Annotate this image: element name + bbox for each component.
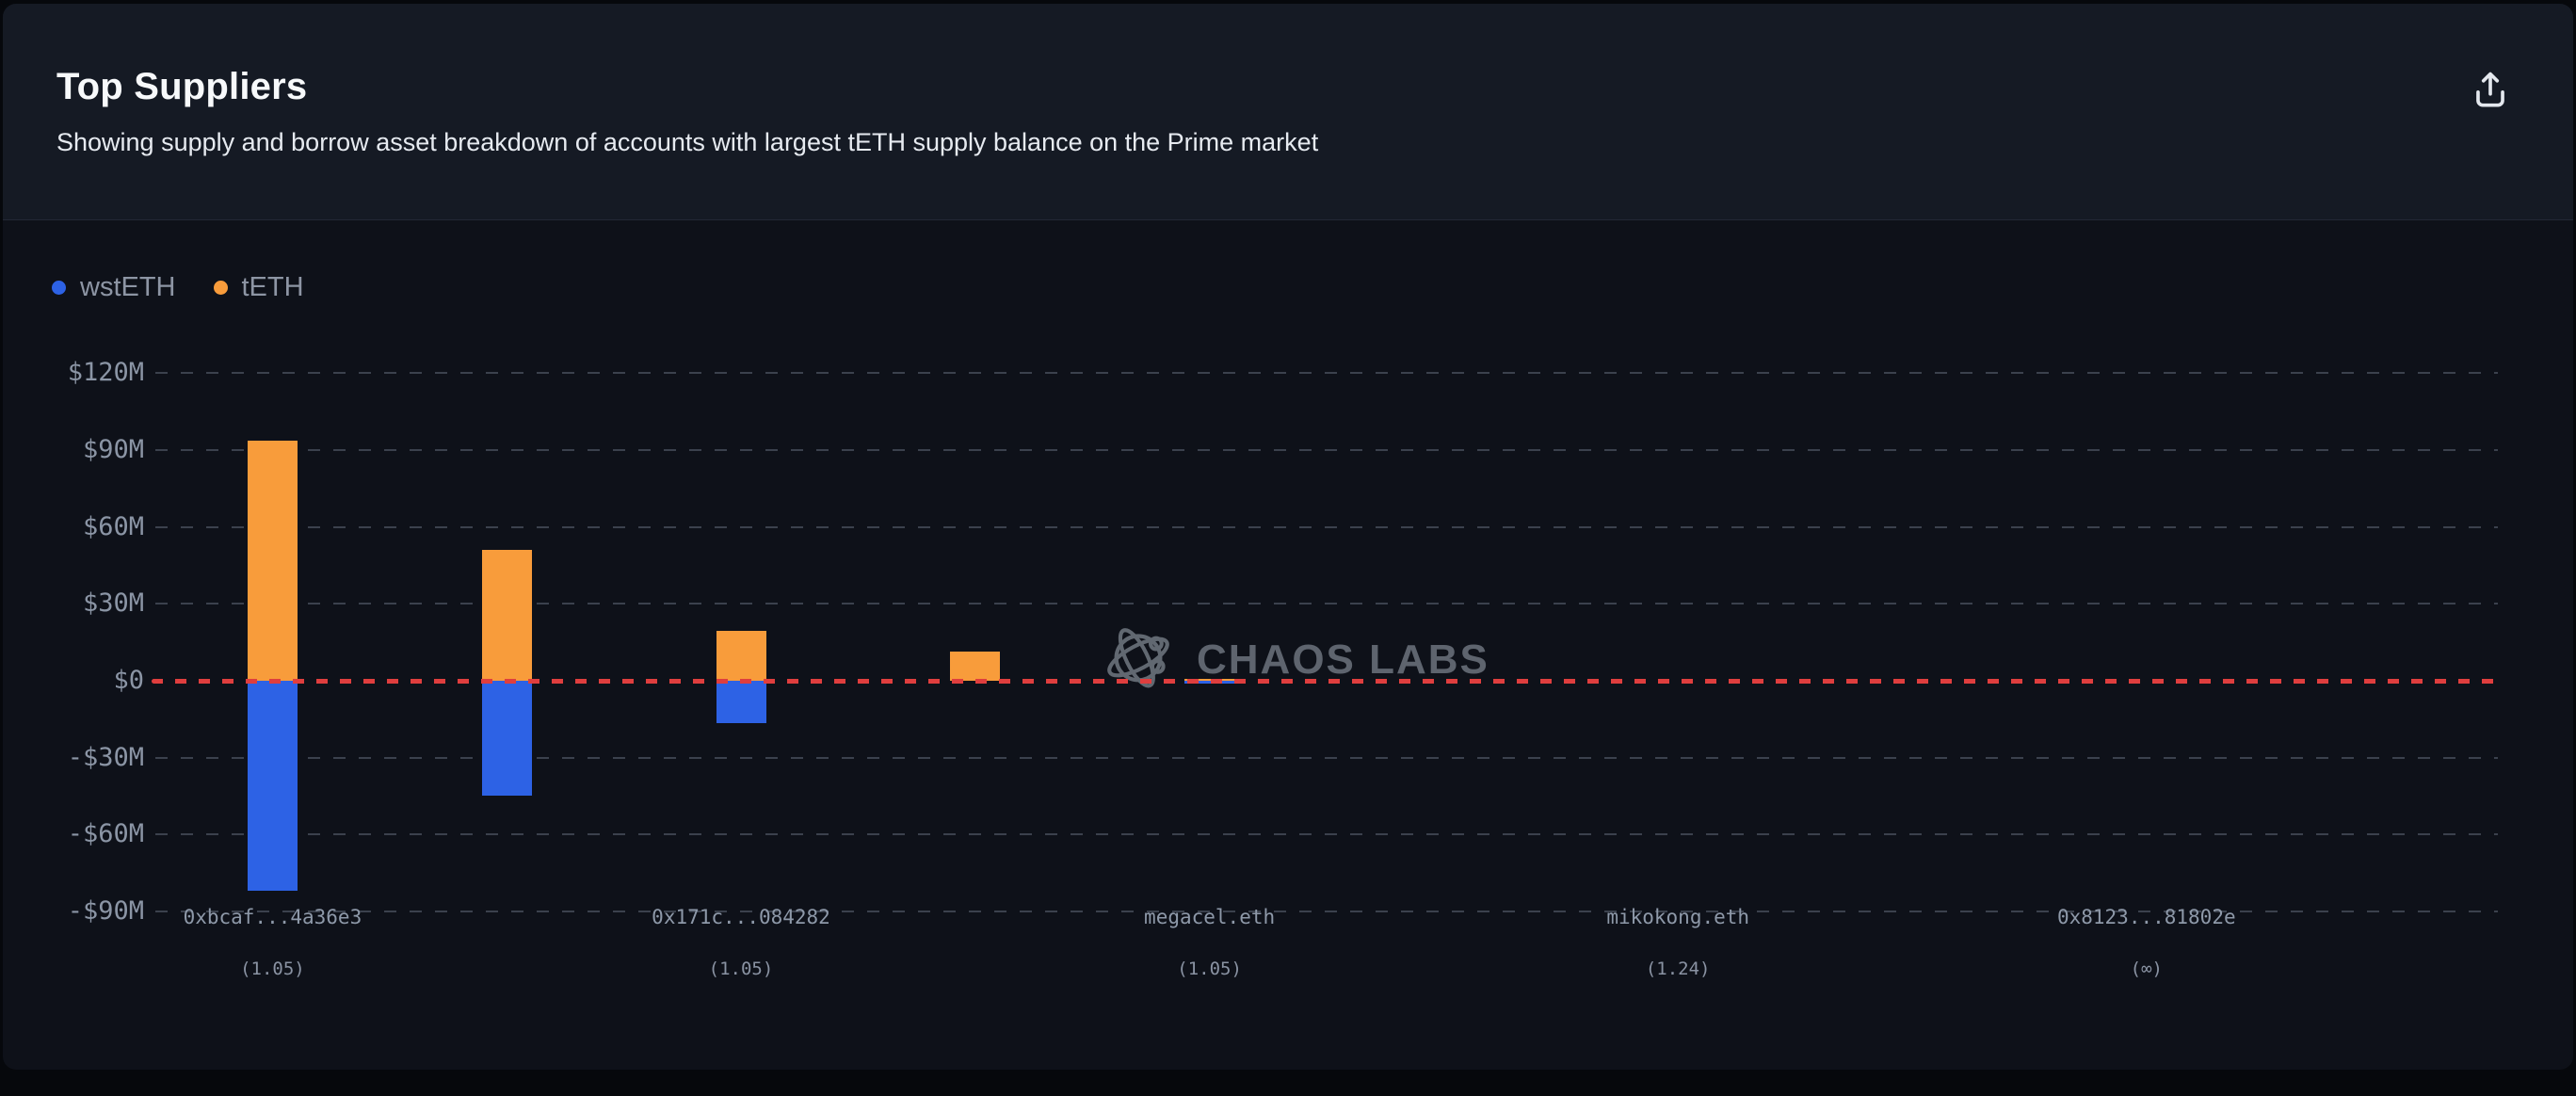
y-tick-label: -$90M xyxy=(67,896,144,927)
gridline--$30M xyxy=(155,756,2498,759)
y-tick-label: $0 xyxy=(113,666,144,695)
x-category-health: (1.05) xyxy=(708,959,774,979)
card-header: Top Suppliers Showing supply and borrow … xyxy=(3,4,2573,220)
x-category-health: (1.05) xyxy=(1177,959,1242,979)
x-category-label: 0xbcaf...4a36e3 xyxy=(183,906,362,928)
legend-label: tETH xyxy=(241,271,304,302)
legend-dot-icon xyxy=(52,280,66,295)
y-tick-label: -$30M xyxy=(67,742,144,772)
share-export-icon xyxy=(2469,68,2512,114)
x-category-label: 0x8123...81802e xyxy=(2056,906,2236,928)
legend-item-wstETH[interactable]: wstETH xyxy=(52,272,176,303)
legend-label: wstETH xyxy=(80,271,176,302)
gridline-$30M xyxy=(155,603,2498,605)
legend-dot-icon xyxy=(213,280,228,295)
chart-plot-area: $120M $90M $60M $30M $0 -$30M -$60M -$90M 0xbcaf… xyxy=(3,219,2573,1070)
y-tick-label: $60M xyxy=(82,511,144,541)
gridline--$90M xyxy=(155,911,2498,913)
y-tick-label: $90M xyxy=(82,434,144,464)
gridline-$90M xyxy=(155,448,2498,451)
y-tick-label: -$60M xyxy=(67,819,144,849)
bar-wstETH-2[interactable] xyxy=(716,681,766,723)
bar-wstETH-0[interactable] xyxy=(247,681,298,891)
bar-tETH-3[interactable] xyxy=(950,651,1001,681)
bar-tETH-2[interactable] xyxy=(716,631,766,682)
legend-item-tETH[interactable]: tETH xyxy=(213,271,304,303)
share-button[interactable] xyxy=(2462,62,2519,119)
y-tick-label: $120M xyxy=(67,358,144,388)
x-category-label: 0x171c...084282 xyxy=(652,906,830,928)
x-category-health: (∞) xyxy=(2130,959,2163,979)
x-category-label: mikokong.eth xyxy=(1606,906,1750,928)
zero-line xyxy=(152,678,2498,684)
chart-legend: wstETH tETH xyxy=(52,269,304,305)
page-subtitle: Showing supply and borrow asset breakdow… xyxy=(56,128,1319,156)
x-category-health: (1.05) xyxy=(240,959,305,979)
bar-wstETH-1[interactable] xyxy=(481,681,532,796)
gridline--$60M xyxy=(155,833,2498,836)
y-tick-label: $30M xyxy=(82,588,144,619)
page-title: Top Suppliers xyxy=(56,66,308,107)
top-suppliers-card: Top Suppliers Showing supply and borrow … xyxy=(3,4,2573,1070)
x-category-label: megacel.eth xyxy=(1144,906,1276,928)
x-category-health: (1.24) xyxy=(1645,959,1711,979)
gridline-$120M xyxy=(155,372,2498,375)
bar-tETH-1[interactable] xyxy=(481,550,532,682)
bar-tETH-0[interactable] xyxy=(247,441,298,682)
gridline-$60M xyxy=(155,525,2498,528)
